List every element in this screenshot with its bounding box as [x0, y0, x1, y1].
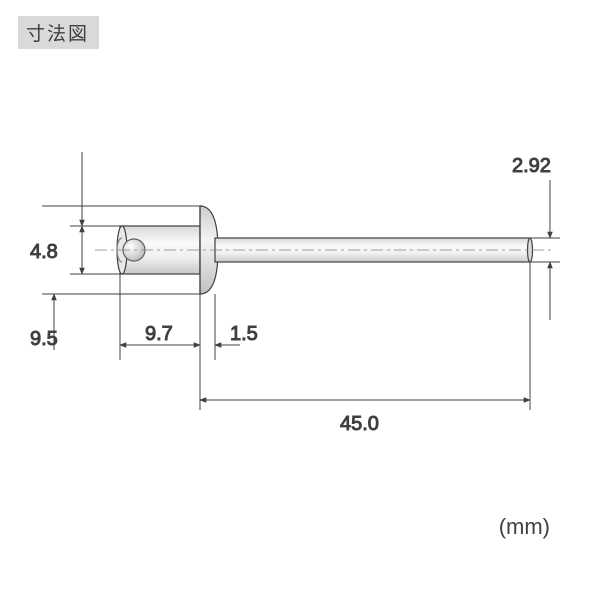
dim-total-length: 45.0: [340, 413, 379, 435]
diagram-title: 寸法図: [18, 16, 99, 49]
dim-body-diameter: 4.8: [30, 241, 58, 263]
unit-label: (mm): [499, 514, 550, 540]
dim-flange-diameter: 9.5: [30, 328, 58, 350]
dim-mandrel-diameter: 2.92: [512, 155, 551, 177]
dim-flange-thickness: 1.5: [230, 323, 258, 345]
dimension-drawing: 2.92 4.8 9.5 9.7 1.5 45.0: [0, 0, 600, 600]
dim-body-length: 9.7: [145, 323, 173, 345]
